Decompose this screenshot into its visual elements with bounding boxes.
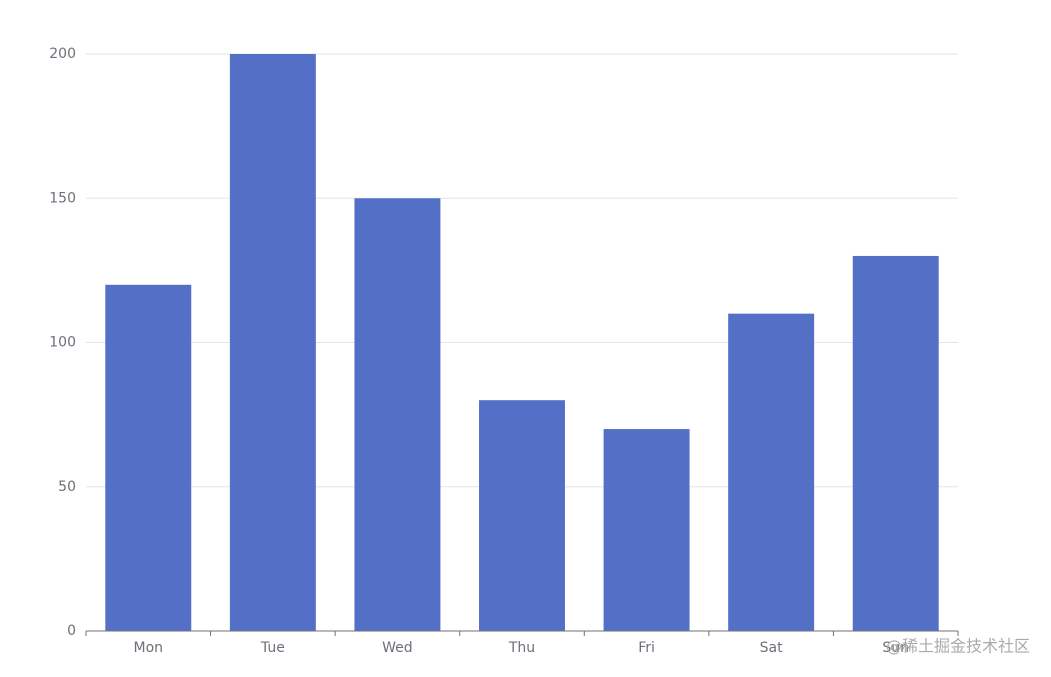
- y-tick-label: 150: [49, 190, 76, 206]
- x-tick-label: Wed: [382, 640, 413, 656]
- bar: [603, 429, 690, 631]
- x-tick-label: Tue: [260, 640, 285, 656]
- y-tick-label: 100: [49, 335, 76, 351]
- bar: [354, 198, 441, 631]
- bar: [852, 255, 939, 631]
- x-tick-label: Fri: [638, 640, 655, 656]
- x-tick-label: Thu: [508, 640, 535, 656]
- watermark: @稀土掘金技术社区: [886, 637, 1030, 656]
- y-tick-label: 0: [67, 623, 76, 639]
- x-tick-label: Sat: [760, 640, 783, 656]
- x-tick-label: Mon: [134, 640, 164, 656]
- bar: [479, 400, 565, 631]
- bar: [229, 54, 316, 631]
- y-tick-label: 50: [58, 479, 76, 495]
- bar: [105, 284, 192, 631]
- y-tick-label: 200: [49, 46, 76, 62]
- bar: [728, 313, 815, 631]
- x-tick-label: Sun: [882, 640, 909, 656]
